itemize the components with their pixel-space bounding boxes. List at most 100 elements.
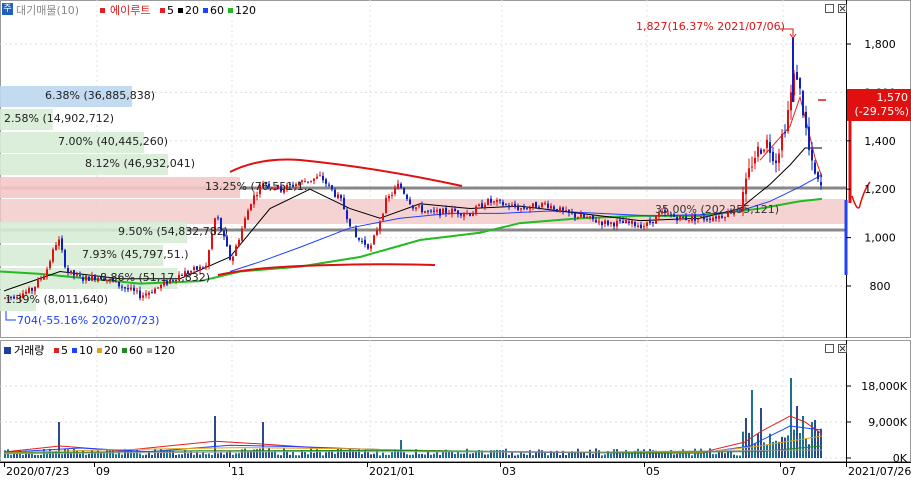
candle[interactable]	[397, 183, 399, 190]
candle[interactable]	[103, 278, 105, 281]
volume-bar[interactable]	[547, 455, 549, 458]
volume-bar[interactable]	[544, 452, 546, 458]
volume-bar[interactable]	[259, 448, 261, 458]
volume-bar[interactable]	[748, 432, 750, 458]
volume-bar[interactable]	[499, 450, 501, 458]
volume-bar[interactable]	[688, 452, 690, 458]
candle[interactable]	[670, 214, 672, 216]
candle[interactable]	[244, 218, 246, 229]
volume-bar[interactable]	[514, 455, 516, 458]
candle[interactable]	[772, 151, 774, 162]
volume-bar[interactable]	[46, 452, 48, 458]
volume-bar[interactable]	[796, 406, 798, 458]
volume-bar[interactable]	[613, 449, 615, 458]
volume-bar[interactable]	[127, 450, 129, 458]
volume-bar[interactable]	[679, 451, 681, 458]
volume-bar[interactable]	[616, 449, 618, 458]
candle[interactable]	[769, 142, 771, 153]
candle[interactable]	[316, 176, 318, 179]
candle[interactable]	[286, 184, 288, 190]
candle[interactable]	[610, 222, 612, 224]
volume-bar[interactable]	[22, 454, 24, 458]
candle[interactable]	[523, 207, 525, 209]
volume-bar[interactable]	[454, 454, 456, 458]
candle[interactable]	[535, 202, 537, 208]
volume-bar[interactable]	[451, 452, 453, 458]
volume-bar[interactable]	[721, 452, 723, 458]
candle[interactable]	[145, 293, 147, 296]
volume-bar[interactable]	[583, 451, 585, 458]
volume-bar[interactable]	[214, 416, 216, 458]
candle[interactable]	[688, 220, 690, 222]
volume-bar[interactable]	[298, 455, 300, 458]
candle[interactable]	[532, 203, 534, 207]
volume-bar[interactable]	[742, 431, 744, 458]
candle[interactable]	[778, 153, 780, 164]
volume-bar[interactable]	[109, 449, 111, 458]
volume-bar[interactable]	[328, 450, 330, 458]
volume-bar[interactable]	[667, 453, 669, 458]
candle[interactable]	[313, 178, 315, 181]
volume-bar[interactable]	[784, 437, 786, 458]
volume-bar[interactable]	[331, 449, 333, 458]
candle[interactable]	[247, 210, 249, 220]
candle[interactable]	[40, 278, 42, 280]
volume-bar[interactable]	[388, 454, 390, 458]
volume-bar[interactable]	[211, 454, 213, 458]
volume-bar[interactable]	[439, 455, 441, 458]
volume-bar[interactable]	[787, 435, 789, 458]
candle[interactable]	[760, 149, 762, 154]
volume-bar[interactable]	[10, 454, 12, 458]
volume-bar[interactable]	[286, 450, 288, 458]
candle[interactable]	[412, 205, 414, 209]
volume-bar[interactable]	[640, 450, 642, 458]
volume-bar[interactable]	[625, 449, 627, 458]
volume-bar[interactable]	[145, 454, 147, 458]
candle[interactable]	[67, 267, 69, 273]
ma-60-line[interactable]	[229, 174, 823, 272]
volume-bar[interactable]	[379, 455, 381, 458]
candle[interactable]	[811, 149, 813, 161]
volume-bar[interactable]	[598, 450, 600, 458]
candle[interactable]	[250, 204, 252, 211]
volume-bar[interactable]	[433, 453, 435, 458]
candle[interactable]	[619, 219, 621, 221]
candle[interactable]	[661, 211, 663, 214]
volume-bar[interactable]	[337, 448, 339, 458]
candle[interactable]	[178, 274, 180, 281]
volume-bar[interactable]	[604, 454, 606, 458]
candle[interactable]	[541, 202, 543, 208]
candle[interactable]	[205, 265, 207, 268]
volume-bar[interactable]	[529, 450, 531, 458]
candle[interactable]	[160, 284, 162, 289]
volume-bar[interactable]	[172, 450, 174, 458]
volume-bar[interactable]	[229, 450, 231, 458]
volume-bar[interactable]	[661, 451, 663, 458]
candle[interactable]	[715, 216, 717, 219]
volume-bar[interactable]	[562, 450, 564, 458]
candle[interactable]	[82, 277, 84, 281]
candle[interactable]	[802, 91, 804, 116]
candle[interactable]	[25, 291, 27, 294]
candle[interactable]	[502, 201, 504, 206]
volume-bar[interactable]	[556, 450, 558, 458]
candle[interactable]	[292, 184, 294, 187]
volume-bar[interactable]	[112, 450, 114, 458]
candle[interactable]	[196, 266, 198, 270]
candle[interactable]	[736, 209, 738, 211]
candle[interactable]	[415, 207, 417, 209]
volume-bar[interactable]	[295, 455, 297, 458]
candle[interactable]	[583, 214, 585, 218]
volume-bar[interactable]	[199, 454, 201, 458]
candle[interactable]	[301, 180, 303, 182]
volume-bar[interactable]	[658, 453, 660, 458]
volume-bar[interactable]	[487, 454, 489, 458]
volume-bar[interactable]	[121, 454, 123, 458]
candle[interactable]	[484, 204, 486, 208]
candle[interactable]	[97, 277, 99, 282]
candle[interactable]	[361, 240, 363, 242]
volume-bar[interactable]	[820, 428, 822, 458]
candle[interactable]	[274, 188, 276, 190]
candle[interactable]	[472, 213, 474, 217]
volume-bar[interactable]	[313, 452, 315, 458]
